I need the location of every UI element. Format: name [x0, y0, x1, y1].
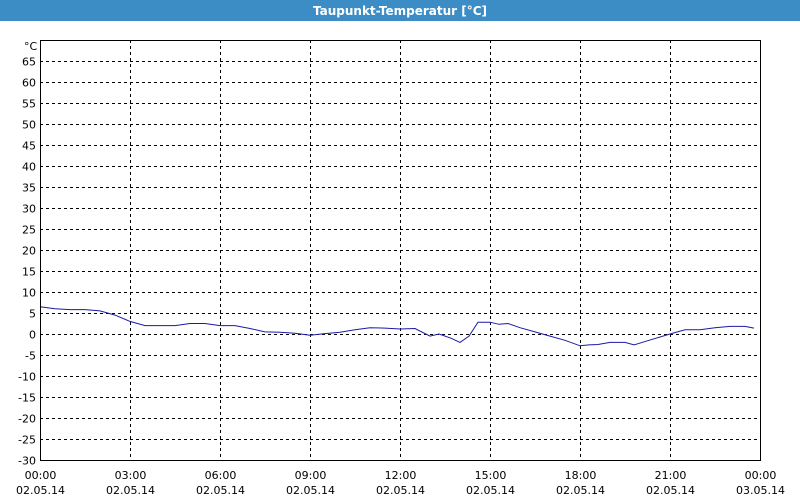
y-tick-label: 20: [22, 245, 36, 258]
y-tick-label: 45: [22, 140, 36, 153]
x-tick-time-label: 12:00: [385, 469, 417, 482]
y-tick-label: 5: [29, 308, 36, 321]
x-tick-date-label: 02.05.14: [16, 484, 65, 497]
y-tick-label: 55: [22, 98, 36, 111]
y-tick-label: 15: [22, 266, 36, 279]
title-bar: Taupunkt-Temperatur [°C]: [0, 0, 800, 21]
x-tick-date-label: 02.05.14: [646, 484, 695, 497]
x-tick-time-label: 18:00: [565, 469, 597, 482]
plot-frame: [40, 40, 761, 461]
x-tick-time-label: 00:00: [25, 469, 57, 482]
y-tick-label: 35: [22, 182, 36, 195]
x-tick-time-label: 03:00: [115, 469, 147, 482]
y-tick-label: -15: [18, 392, 36, 405]
x-tick-time-label: 15:00: [475, 469, 507, 482]
x-tick-time-label: 00:00: [745, 469, 777, 482]
x-tick-date-label: 02.05.14: [196, 484, 245, 497]
y-tick-label: 65: [22, 56, 36, 69]
x-tick-time-label: 09:00: [295, 469, 327, 482]
window-title: Taupunkt-Temperatur [°C]: [312, 3, 488, 18]
grid: [40, 40, 760, 460]
y-tick-label: 30: [22, 203, 36, 216]
y-tick-label: 60: [22, 77, 36, 90]
y-tick-label: -5: [25, 350, 36, 363]
y-tick-label: 40: [22, 161, 36, 174]
x-tick-date-label: 02.05.14: [466, 484, 515, 497]
y-tick-label: -30: [18, 455, 36, 468]
x-axis-ticks: 00:00 02.05.14 03:00 02.05.14 06:00 02.05.14 0…: [16, 469, 785, 497]
series-line: [39, 306, 755, 347]
y-tick-label: -10: [18, 371, 36, 384]
x-tick-time-label: 06:00: [205, 469, 237, 482]
x-tick-date-label: 02.05.14: [286, 484, 335, 497]
y-tick-label: -20: [18, 413, 36, 426]
y-tick-label: -25: [18, 434, 36, 447]
series-layer: [39, 306, 755, 347]
x-tick-date-label: 03.05.14: [736, 484, 785, 497]
y-tick-label: 10: [22, 287, 36, 300]
y-axis-ticks: 65605550454035302520151050-5-10-15-20-25…: [18, 56, 36, 468]
x-tick-date-label: 02.05.14: [556, 484, 605, 497]
x-tick-time-label: 21:00: [655, 469, 687, 482]
x-tick-date-label: 02.05.14: [376, 484, 425, 497]
x-tick-date-label: 02.05.14: [106, 484, 155, 497]
y-tick-label: 25: [22, 224, 36, 237]
y-tick-label: 0: [29, 329, 36, 342]
y-axis-unit: °C: [24, 40, 38, 53]
y-tick-label: 50: [22, 119, 36, 132]
